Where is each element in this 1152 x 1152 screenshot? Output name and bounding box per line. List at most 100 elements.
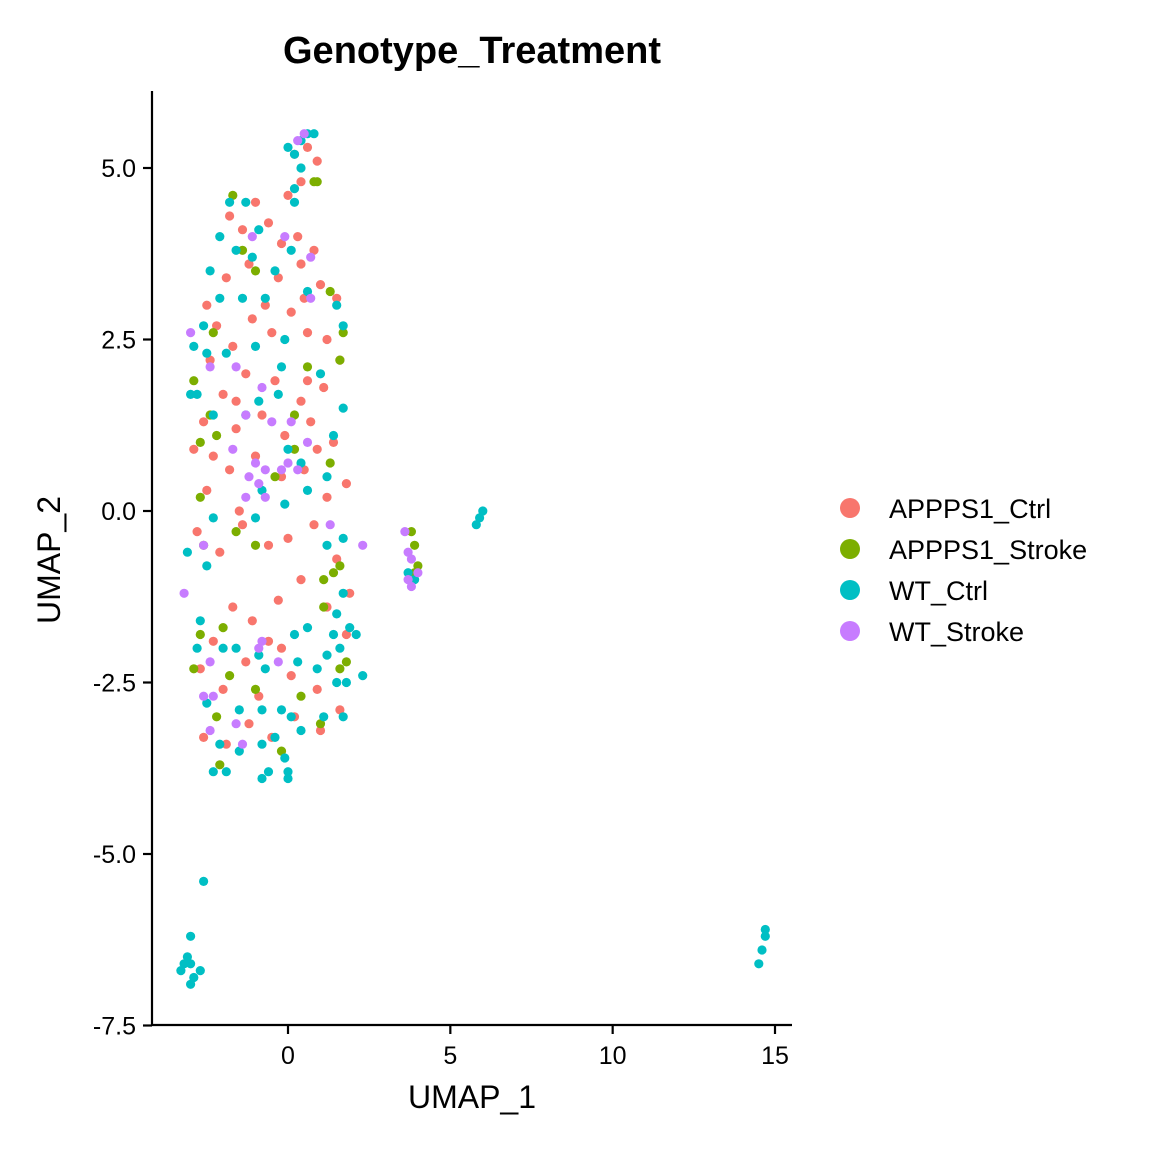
point-APPPS1_Ctrl-28 — [208, 451, 218, 461]
point-WT_Ctrl-85 — [286, 712, 296, 722]
point-APPPS1_Ctrl-42 — [215, 547, 225, 557]
point-APPPS1_Ctrl-77 — [205, 355, 215, 365]
point-WT_Ctrl-34 — [254, 396, 264, 406]
point-APPPS1_Ctrl-51 — [273, 595, 283, 605]
point-WT_Ctrl-5 — [296, 163, 306, 173]
point-APPPS1_Ctrl-17 — [286, 307, 296, 317]
point-WT_Ctrl-73 — [319, 712, 329, 722]
point-APPPS1_Stroke-9 — [335, 355, 345, 365]
point-APPPS1_Stroke-20 — [406, 527, 416, 537]
series-APPPS1_Ctrl — [189, 142, 355, 749]
point-WT_Ctrl-46 — [475, 513, 485, 523]
point-WT_Ctrl-39 — [280, 499, 290, 509]
point-WT_Ctrl-27 — [332, 300, 342, 310]
point-WT_Ctrl-78 — [208, 767, 218, 777]
point-WT_Ctrl-57 — [322, 650, 332, 660]
point-APPPS1_Ctrl-21 — [319, 382, 329, 393]
point-WT_Ctrl-107 — [345, 623, 355, 633]
point-WT_Ctrl-48 — [471, 520, 481, 530]
x-axis-ticks: 0 5 10 15 — [281, 1025, 789, 1070]
point-APPPS1_Ctrl-14 — [228, 341, 238, 351]
point-WT_Ctrl-70 — [257, 705, 267, 715]
point-WT_Stroke-6 — [205, 362, 215, 372]
point-APPPS1_Ctrl-52 — [247, 616, 257, 626]
point-WT_Ctrl-45 — [250, 513, 261, 523]
point-WT_Ctrl-59 — [341, 677, 351, 688]
point-WT_Stroke-3 — [280, 232, 290, 242]
point-APPPS1_Stroke-2 — [312, 177, 322, 187]
point-WT_Stroke-19 — [244, 472, 254, 482]
point-APPPS1_Ctrl-1 — [237, 225, 248, 235]
legend-key-WT_Ctrl — [840, 580, 860, 600]
point-APPPS1_Ctrl-70 — [260, 300, 270, 310]
point-APPPS1_Ctrl-80 — [341, 629, 351, 640]
point-APPPS1_Stroke-37 — [215, 760, 225, 770]
point-APPPS1_Ctrl-71 — [332, 293, 342, 303]
point-WT_Ctrl-77 — [270, 732, 280, 743]
point-APPPS1_Ctrl-18 — [302, 328, 313, 338]
point-APPPS1_Stroke-17 — [231, 527, 241, 537]
point-WT_Ctrl-104 — [302, 623, 313, 633]
point-WT_Ctrl-75 — [234, 746, 244, 756]
point-WT_Ctrl-101 — [276, 362, 287, 372]
series-WT_Stroke — [179, 129, 423, 749]
point-WT_Stroke-23 — [325, 520, 335, 530]
point-APPPS1_Stroke-11 — [195, 437, 205, 447]
point-WT_Ctrl-42 — [208, 513, 218, 523]
point-APPPS1_Ctrl-10 — [244, 259, 254, 269]
point-WT_Ctrl-53 — [332, 609, 342, 619]
legend-label-WT_Stroke: WT_Stroke — [889, 617, 1024, 647]
point-WT_Ctrl-38 — [322, 472, 332, 482]
point-APPPS1_Ctrl-48 — [345, 588, 355, 598]
y-axis-ticks: 5.0 2.5 0.0 -2.5 -5.0 -7.5 — [93, 155, 152, 1041]
point-APPPS1_Stroke-29 — [195, 629, 205, 640]
point-APPPS1_Stroke-16 — [195, 492, 205, 502]
point-WT_Stroke-31 — [358, 540, 368, 550]
point-APPPS1_Stroke-33 — [225, 671, 235, 681]
point-APPPS1_Stroke-25 — [328, 568, 339, 578]
point-WT_Ctrl-89 — [182, 952, 192, 962]
point-APPPS1_Ctrl-40 — [202, 485, 212, 495]
point-WT_Ctrl-95 — [186, 979, 196, 989]
point-APPPS1_Ctrl-62 — [315, 725, 326, 736]
point-WT_Stroke-13 — [228, 444, 238, 454]
x-tick-label-0: 0 — [281, 1042, 295, 1070]
point-WT_Ctrl-10 — [225, 197, 235, 207]
point-APPPS1_Ctrl-7 — [315, 280, 326, 290]
point-APPPS1_Ctrl-11 — [221, 273, 231, 283]
legend-item-WT_Ctrl: WT_Ctrl — [840, 576, 988, 606]
point-APPPS1_Stroke-22 — [413, 561, 423, 571]
legend-item-APPPS1_Ctrl: APPPS1_Ctrl — [840, 494, 1051, 524]
point-APPPS1_Ctrl-78 — [312, 444, 322, 454]
point-WT_Stroke-10 — [267, 417, 277, 427]
point-WT_Stroke-17 — [276, 465, 287, 475]
point-WT_Ctrl-22 — [189, 341, 199, 351]
point-APPPS1_Ctrl-44 — [263, 540, 274, 550]
point-APPPS1_Ctrl-58 — [263, 636, 274, 646]
point-APPPS1_Ctrl-83 — [231, 396, 241, 406]
point-APPPS1_Stroke-7 — [189, 376, 199, 386]
point-APPPS1_Stroke-41 — [237, 245, 248, 255]
point-WT_Ctrl-23 — [202, 348, 212, 358]
point-WT_Ctrl-98 — [757, 945, 767, 955]
point-WT_Stroke-14 — [250, 458, 261, 468]
point-WT_Ctrl-9 — [241, 197, 251, 207]
point-APPPS1_Stroke-10 — [302, 362, 313, 372]
point-WT_Ctrl-13 — [205, 266, 215, 276]
point-WT_Ctrl-87 — [199, 876, 209, 887]
point-APPPS1_Ctrl-37 — [276, 472, 287, 482]
point-APPPS1_Stroke-15 — [270, 472, 280, 482]
point-APPPS1_Ctrl-59 — [286, 671, 296, 681]
point-WT_Stroke-8 — [257, 382, 267, 393]
point-WT_Stroke-42 — [306, 293, 316, 303]
point-WT_Ctrl-76 — [257, 739, 267, 749]
y-axis-title: UMAP_2 — [31, 496, 67, 624]
point-APPPS1_Ctrl-15 — [247, 314, 257, 324]
point-APPPS1_Ctrl-27 — [189, 444, 199, 454]
point-WT_Ctrl-6 — [289, 184, 300, 194]
point-APPPS1_Ctrl-9 — [273, 273, 283, 283]
point-APPPS1_Ctrl-31 — [280, 430, 290, 441]
point-APPPS1_Ctrl-39 — [225, 465, 235, 475]
point-WT_Stroke-30 — [403, 575, 413, 585]
point-APPPS1_Ctrl-67 — [199, 732, 209, 743]
